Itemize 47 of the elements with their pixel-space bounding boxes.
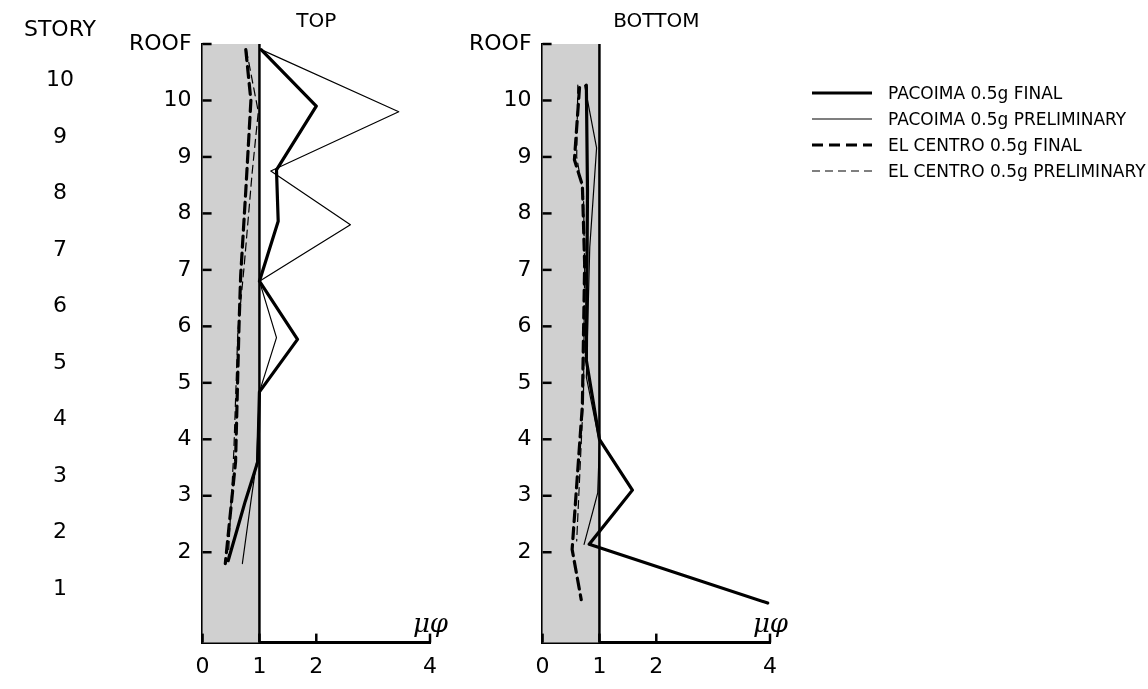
y-tick-label: 8: [517, 199, 532, 225]
text: 10: [45, 66, 75, 91]
text: 7: [52, 235, 68, 261]
y-tick-label: ROOF: [469, 29, 532, 55]
text: 1: [52, 574, 68, 600]
text: 5: [52, 348, 68, 374]
x-tick-label: 4: [763, 652, 777, 678]
x-axis-title: μφ: [752, 608, 789, 639]
y-tick-label: 9: [177, 142, 192, 168]
legend-label: EL CENTRO 0.5g FINAL: [888, 135, 1082, 155]
text: 3: [52, 461, 68, 487]
y-tick-label: 2: [177, 537, 192, 563]
x-tick-label: 4: [423, 652, 437, 678]
chart-title: BOTTOM: [613, 8, 700, 33]
x-axis-title: μφ: [412, 608, 449, 639]
text: STORY: [22, 16, 97, 41]
y-tick-label: 7: [177, 255, 192, 281]
y-tick-label: 4: [517, 425, 532, 451]
x-tick-label: 2: [309, 652, 324, 678]
y-tick-label: 7: [517, 255, 532, 281]
text: 2: [52, 518, 68, 543]
y-tick-label: 4: [177, 425, 192, 451]
y-tick-label: 9: [517, 142, 532, 168]
x-tick-label: 0: [195, 652, 210, 678]
text: 4: [52, 405, 68, 430]
text: 9: [52, 122, 68, 148]
y-tick-label: 10: [163, 86, 192, 112]
y-tick-label: 5: [177, 368, 192, 394]
x-tick-label: 2: [649, 652, 664, 678]
y-tick-label: 8: [177, 199, 192, 225]
legend-label: PACOIMA 0.5g FINAL: [888, 83, 1063, 103]
legend-label: EL CENTRO 0.5g PRELIMINARY: [888, 161, 1146, 181]
text: 8: [52, 179, 68, 204]
legend-label: PACOIMA 0.5g PRELIMINARY: [888, 109, 1127, 129]
y-tick-label: ROOF: [129, 29, 192, 55]
x-tick-label: 1: [252, 652, 267, 678]
y-tick-label: 3: [517, 481, 532, 507]
y-tick-label: 6: [177, 312, 192, 338]
y-tick-label: 6: [517, 312, 532, 338]
y-tick-label: 2: [517, 537, 532, 563]
y-tick-label: 10: [503, 86, 532, 112]
y-tick-label: 3: [177, 481, 192, 507]
y-tick-label: 5: [517, 368, 532, 394]
chart-title: TOP: [295, 8, 337, 33]
x-tick-label: 1: [592, 652, 607, 678]
x-tick-label: 0: [535, 652, 550, 678]
text: 6: [52, 292, 68, 317]
